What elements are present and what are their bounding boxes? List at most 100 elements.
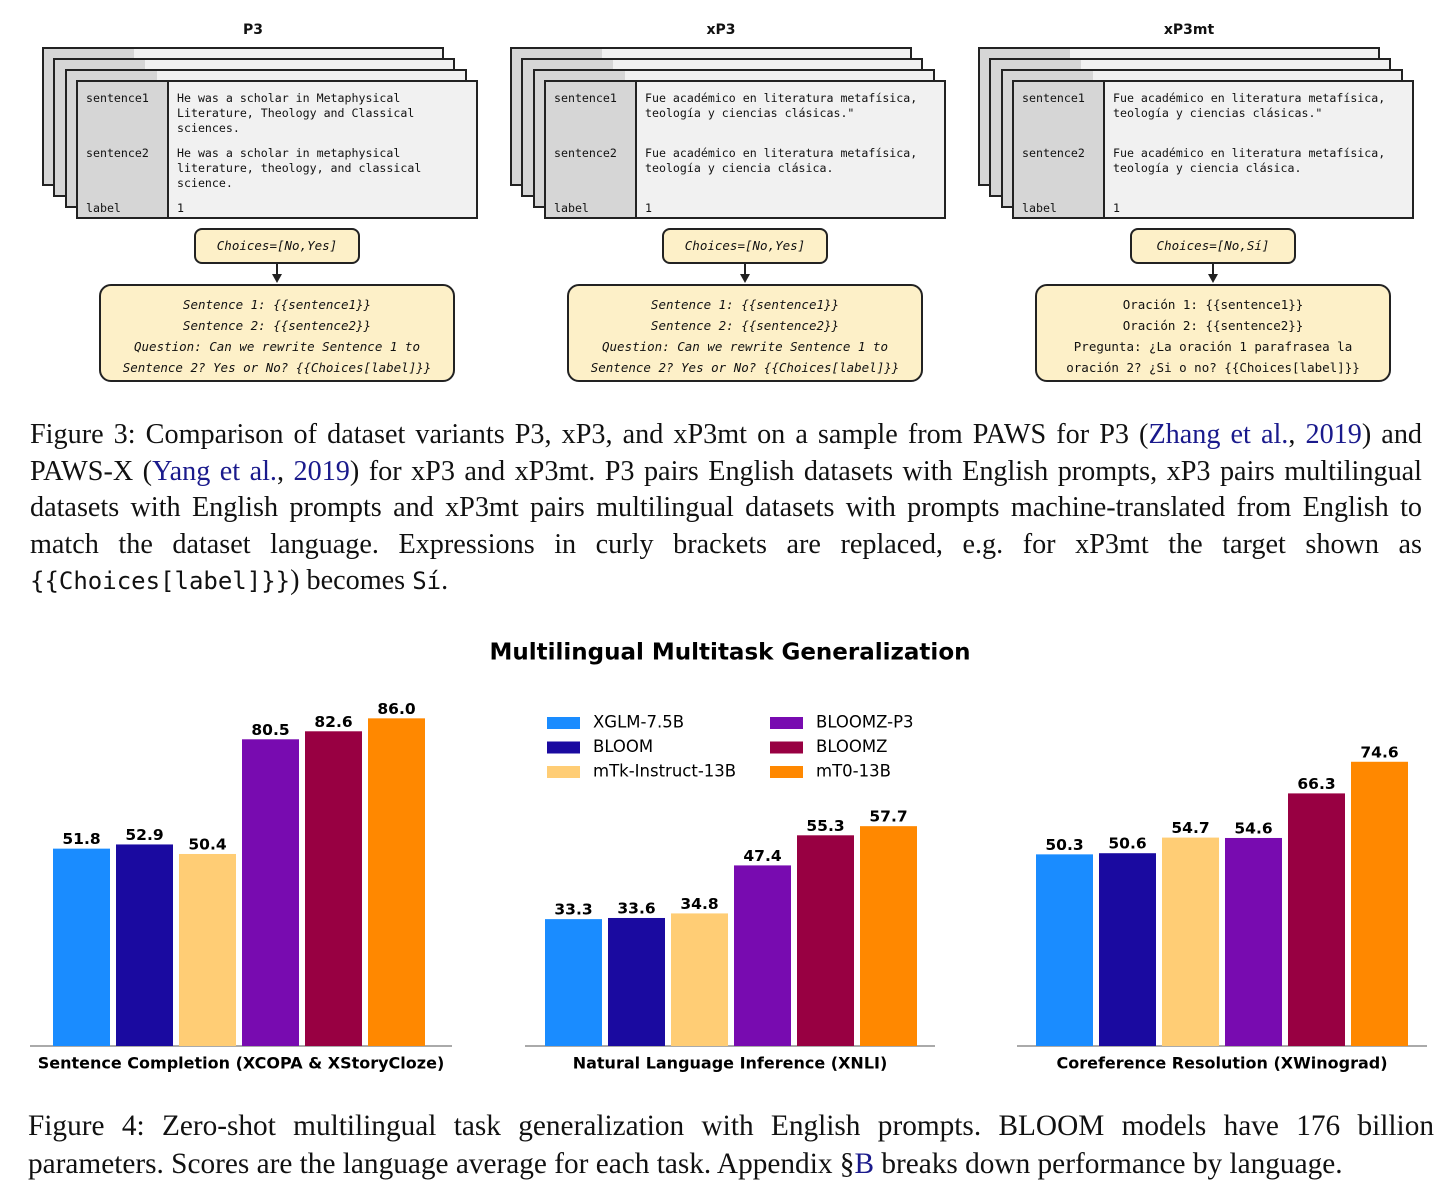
value-label: 50.3: [1045, 836, 1083, 854]
bar: [671, 913, 728, 1046]
citation-link[interactable]: Zhang et al.: [1148, 419, 1289, 450]
field-row: sentence2 Fue académico en literatura met…: [546, 146, 944, 176]
field-key: label: [1022, 201, 1057, 215]
prompt-line: Sentence 2? Yes or No? {{Choices[label]}…: [122, 360, 432, 375]
legend-swatch: [770, 766, 803, 778]
prompt-line: Sentence 2? Yes or No? {{Choices[label]}…: [590, 360, 900, 375]
bar: [1351, 761, 1408, 1046]
field-key: sentence2: [1022, 146, 1085, 160]
value-label: 50.6: [1108, 835, 1146, 853]
caption-text: Figure 4: Zero-shot multilingual task ge…: [28, 1110, 1434, 1180]
value-label: 54.7: [1171, 819, 1209, 837]
prompt-line: oración 2? ¿Si o no? {{Choices[label]}}: [1066, 360, 1360, 375]
value-label: 51.8: [62, 830, 100, 848]
prompt-line: Pregunta: ¿La oración 1 parafrasea la: [1073, 339, 1353, 354]
prompt-line: Sentence 1: {{sentence1}}: [182, 297, 372, 312]
citation-link[interactable]: 2019: [293, 455, 350, 487]
code-text: Sí: [412, 567, 442, 596]
panel-title: P3: [242, 22, 263, 38]
panel: xP3mt sentence1 Fue académico en literatur…: [978, 0, 1444, 390]
caption-text: ) for xP3 and xP3mt. P3 pairs English da…: [30, 455, 1423, 560]
figure-3-caption: Figure 3: Comparison of dataset variants…: [30, 417, 1422, 600]
field-row: sentence1 Fue académico en literatura met…: [1014, 91, 1412, 121]
legend-swatch: [770, 717, 803, 729]
choices-box: Choices=[No,Yes]: [194, 228, 360, 264]
prompt-line: Sentence 1: {{sentence1}}: [650, 297, 840, 312]
field-value: 1: [645, 201, 652, 215]
field-key: sentence2: [86, 146, 149, 160]
bar: [368, 718, 425, 1046]
caption-text: .: [441, 565, 449, 597]
legend-label: XGLM-7.5B: [593, 713, 684, 732]
bar: [179, 853, 236, 1046]
value-label: 47.4: [743, 847, 781, 865]
field-key: label: [86, 201, 121, 215]
example-card: sentence1 Fue académico en literatura met…: [1012, 80, 1414, 219]
code-text: {{Choices[label]}}: [30, 567, 291, 596]
x-axis-label: Sentence Completion (XCOPA & XStoryCloze…: [38, 1054, 445, 1073]
caption-text: ) becomes: [290, 565, 413, 597]
value-label: 74.6: [1360, 743, 1398, 761]
bar: [1036, 854, 1093, 1046]
arrow-head: [740, 274, 750, 283]
value-label: 50.4: [188, 835, 226, 853]
legend-swatch: [770, 741, 803, 754]
chart-title: Multilingual Multitask Generalization: [490, 640, 971, 666]
value-label: 66.3: [1297, 775, 1335, 793]
field-key: label: [554, 201, 589, 215]
legend-swatch: [547, 717, 580, 729]
value-label: 57.7: [869, 808, 907, 826]
prompt-line: Oración 1: {{sentence1}}: [1122, 297, 1304, 312]
value-label: 82.6: [314, 713, 352, 731]
arrow-head: [272, 274, 282, 283]
bar: [797, 835, 854, 1046]
bar: [860, 826, 917, 1046]
bar: [608, 917, 665, 1046]
prompt-box: Sentence 1: {{sentence1}} Sentence 2: {{s…: [99, 284, 455, 382]
field-row: label 1: [546, 201, 944, 216]
value-label: 54.6: [1234, 819, 1272, 837]
field-value: He was a scholar in metaphysical literat…: [177, 146, 422, 190]
appendix-link[interactable]: B: [854, 1147, 874, 1180]
figure-3: P3 sentence1 He was a scholar in Metaphysi…: [0, 0, 1444, 400]
arrow-line: [744, 264, 746, 275]
field-row: label 1: [1014, 201, 1412, 216]
field-key: sentence1: [554, 91, 617, 105]
legend-label: BLOOMZ: [816, 737, 887, 756]
value-label: 80.5: [251, 721, 289, 739]
prompt-line: Oración 2: {{sentence2}}: [1122, 318, 1304, 333]
value-label: 55.3: [806, 817, 844, 835]
field-row: sentence1 He was a scholar in Metaphysica…: [78, 91, 476, 136]
arrow-line: [276, 264, 278, 275]
field-value: 1: [177, 201, 184, 215]
bar: [53, 848, 110, 1046]
x-axis-label: Coreference Resolution (XWinograd): [1056, 1054, 1387, 1073]
caption-text: ,: [276, 455, 294, 487]
choices-box: Choices=[No,Yes]: [662, 228, 828, 264]
field-key: sentence1: [86, 91, 149, 105]
value-label: 33.3: [554, 901, 592, 919]
example-card: sentence1 He was a scholar in Metaphysica…: [76, 80, 478, 219]
field-row: sentence2 He was a scholar in metaphysica…: [78, 146, 476, 191]
arrow-line: [1212, 264, 1214, 275]
bar: [1099, 853, 1156, 1046]
bar: [1225, 837, 1282, 1046]
bar: [734, 865, 791, 1046]
value-label: 34.8: [680, 895, 718, 913]
field-value: Fue académico en literatura metafísica, …: [645, 146, 918, 175]
citation-link[interactable]: Yang et al.: [152, 455, 277, 487]
x-axis-label: Natural Language Inference (XNLI): [573, 1054, 888, 1073]
field-value: Fue académico en literatura metafísica, …: [1113, 146, 1386, 175]
figure-4-caption: Figure 4: Zero-shot multilingual task ge…: [28, 1108, 1434, 1183]
field-key: sentence2: [554, 146, 617, 160]
panel: xP3 sentence1 Fue académico en literatura …: [510, 0, 980, 390]
panel: P3 sentence1 He was a scholar in Metaphysi…: [42, 0, 512, 390]
citation-link[interactable]: 2019: [1305, 419, 1362, 450]
field-value: He was a scholar in Metaphysical Literat…: [177, 91, 415, 135]
example-card: sentence1 Fue académico en literatura met…: [544, 80, 946, 219]
prompt-line: Sentence 2: {{sentence2}}: [650, 318, 840, 333]
arrow-head: [1208, 274, 1218, 283]
legend-swatch: [547, 766, 580, 778]
field-value: Fue académico en literatura metafísica, …: [645, 91, 918, 120]
